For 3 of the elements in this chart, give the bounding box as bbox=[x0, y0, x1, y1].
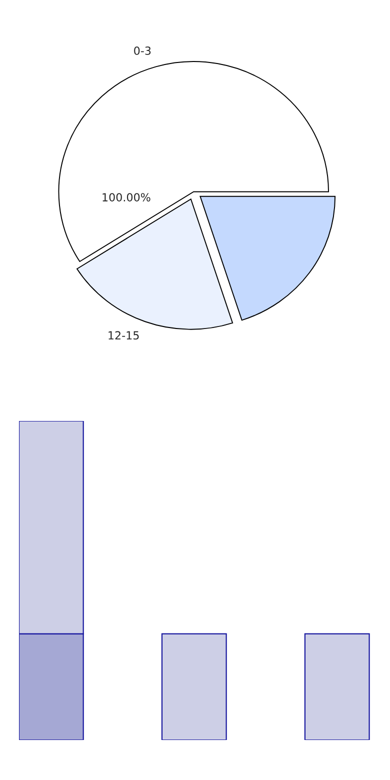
text: 100.00% bbox=[102, 193, 150, 202]
slice-label: 12-15 bbox=[108, 331, 139, 340]
slice-label: 0-3 bbox=[134, 46, 151, 55]
